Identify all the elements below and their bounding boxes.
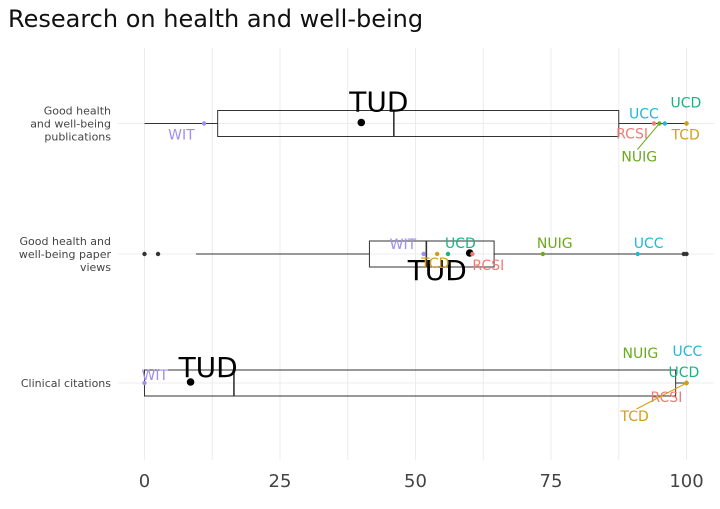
point-label-tcd: TCD: [420, 256, 449, 272]
category-label: publications: [44, 131, 111, 144]
category-label: Good health and: [20, 235, 111, 248]
point-label-ucd: UCD: [445, 236, 476, 252]
point-label-ucc: UCC: [673, 344, 703, 360]
point-label-nuig: NUIG: [621, 150, 657, 166]
label-leader: [636, 382, 687, 410]
category-label: views: [80, 261, 111, 274]
label-leader: [637, 123, 660, 150]
x-tick-label: 75: [540, 471, 563, 492]
point-label-rcsi: RCSI: [472, 258, 504, 274]
point-label-tcd: TCD: [620, 409, 649, 425]
x-tick-label: 50: [404, 471, 427, 492]
point-label-tcd: TCD: [671, 128, 700, 144]
x-tick-label: 0: [139, 471, 150, 492]
point-label-nuig: NUIG: [623, 346, 659, 362]
point-label-wit: WIT: [390, 237, 417, 253]
point-label-tud: TUD: [348, 86, 408, 119]
point-label-tud: TUD: [407, 254, 467, 287]
point-tud: [186, 378, 195, 386]
box: [217, 110, 620, 137]
point-label-rcsi: RCSI: [651, 390, 683, 406]
chart-title: Research on health and well-being: [8, 5, 423, 33]
outlier-point: [142, 251, 147, 257]
x-tick-label: 100: [669, 471, 703, 492]
point-label-rcsi: RCSI: [616, 127, 648, 143]
box: [368, 240, 495, 268]
point-label-ucd: UCD: [669, 365, 700, 381]
point-label-tud: TUD: [178, 351, 238, 384]
category-label: Clinical citations: [21, 377, 111, 390]
point-wit: [142, 380, 147, 386]
category-label: well-being paper: [19, 248, 112, 261]
point-rcsi: [470, 251, 475, 257]
point-label-ucc: UCC: [634, 236, 664, 252]
category-label: and well-being: [30, 118, 111, 131]
point-label-wit: WIT: [168, 128, 195, 144]
point-rcsi: [651, 121, 657, 126]
x-tick-label: 25: [269, 471, 292, 492]
point-ucd: [445, 251, 451, 257]
outlier-point: [155, 251, 161, 257]
outlier-point: [684, 251, 689, 257]
point-tcd: [684, 121, 689, 126]
point-label-wit: WIT: [142, 368, 169, 384]
point-wit: [201, 121, 207, 126]
point-label-ucd: UCD: [671, 96, 702, 112]
point-label-nuig: NUIG: [537, 236, 573, 252]
point-nuig: [540, 251, 546, 257]
point-tud: [357, 118, 366, 127]
category-label: Good health: [44, 105, 111, 118]
point-wit: [421, 251, 426, 257]
point-ucc: [662, 121, 668, 126]
point-ucc: [635, 251, 640, 257]
point-label-ucc: UCC: [629, 107, 659, 123]
point-tcd: [434, 251, 440, 257]
